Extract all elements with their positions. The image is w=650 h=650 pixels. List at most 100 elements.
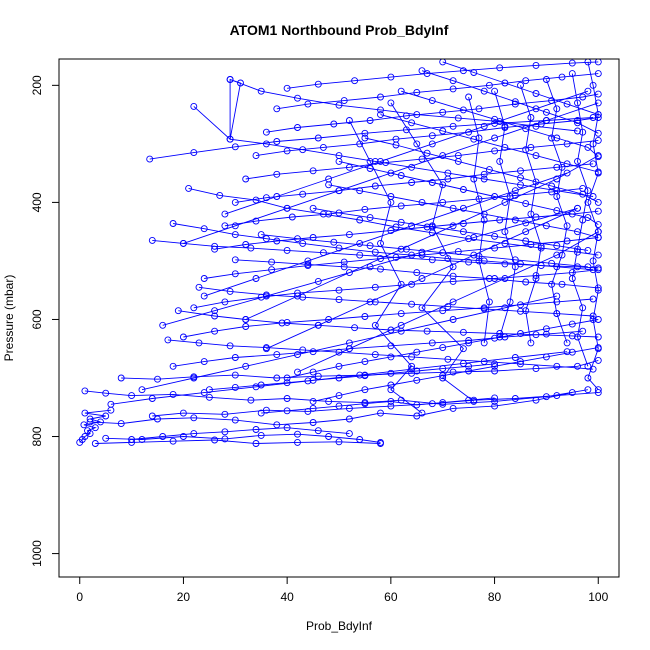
data-point xyxy=(517,330,524,337)
series-line xyxy=(266,207,578,350)
data-point xyxy=(449,272,457,280)
data-point xyxy=(553,292,561,300)
data-point xyxy=(589,365,597,373)
data-point xyxy=(351,324,359,332)
data-point xyxy=(568,348,576,356)
series-profile xyxy=(221,87,592,218)
data-point xyxy=(283,318,291,326)
data-point xyxy=(273,170,281,178)
data-point xyxy=(211,436,219,444)
data-point xyxy=(480,87,488,95)
data-point xyxy=(501,122,509,130)
data-point xyxy=(377,255,384,263)
data-point xyxy=(257,431,265,439)
series-line xyxy=(287,61,599,89)
data-point xyxy=(465,258,473,266)
data-point xyxy=(459,328,467,336)
data-point xyxy=(449,263,457,271)
data-point xyxy=(325,433,333,440)
data-point xyxy=(584,246,592,254)
data-point xyxy=(439,374,447,382)
data-point xyxy=(304,257,312,265)
data-point xyxy=(553,105,561,113)
data-point xyxy=(273,351,281,359)
data-point xyxy=(252,217,260,225)
data-point xyxy=(242,323,250,330)
data-point xyxy=(102,389,110,397)
data-point xyxy=(594,90,602,98)
data-point xyxy=(102,434,110,442)
data-point xyxy=(568,320,576,328)
data-point xyxy=(408,251,416,259)
data-point xyxy=(309,167,317,175)
series-line xyxy=(348,120,423,414)
data-point xyxy=(377,157,384,165)
data-point xyxy=(413,348,421,356)
data-point xyxy=(216,191,224,199)
data-point xyxy=(584,374,592,382)
data-point xyxy=(449,277,457,285)
data-point xyxy=(496,333,504,341)
data-point xyxy=(532,275,540,282)
data-point xyxy=(299,346,307,354)
series-profile xyxy=(361,134,602,206)
data-point xyxy=(377,106,384,114)
data-point xyxy=(231,143,239,151)
data-point xyxy=(397,280,405,288)
data-point xyxy=(568,332,576,340)
data-point xyxy=(330,120,338,128)
data-point xyxy=(345,117,353,124)
data-point xyxy=(200,389,208,397)
data-point xyxy=(81,387,89,395)
data-point xyxy=(283,424,291,432)
data-point xyxy=(231,371,239,379)
data-point xyxy=(397,245,405,253)
data-point xyxy=(387,73,395,81)
data-point xyxy=(117,420,125,428)
data-point xyxy=(387,198,395,206)
data-point xyxy=(169,390,177,398)
series-line xyxy=(494,91,516,338)
data-point xyxy=(594,99,602,107)
data-point xyxy=(491,334,499,342)
data-point xyxy=(231,354,239,361)
data-point xyxy=(501,198,509,206)
data-point xyxy=(589,140,597,148)
series-profile xyxy=(309,344,602,405)
y-tick-label: 1000 xyxy=(30,540,44,567)
data-point xyxy=(589,81,597,89)
data-point xyxy=(128,392,136,400)
series-line xyxy=(209,363,495,391)
data-point xyxy=(299,146,307,154)
data-point xyxy=(247,396,255,404)
series-profile xyxy=(138,292,561,394)
data-point xyxy=(532,178,540,186)
data-point xyxy=(449,298,457,306)
data-point xyxy=(262,292,270,300)
series-profile xyxy=(262,90,602,136)
data-point xyxy=(366,157,374,165)
data-point xyxy=(491,134,499,142)
series-profile xyxy=(542,76,571,347)
data-point xyxy=(361,386,369,394)
series-profile xyxy=(91,436,384,447)
y-tick-label: 600 xyxy=(30,309,44,329)
data-point xyxy=(465,367,473,375)
data-point xyxy=(211,307,219,315)
data-point xyxy=(517,81,524,89)
data-point xyxy=(294,351,301,359)
data-point xyxy=(522,219,530,227)
data-point xyxy=(361,400,369,408)
data-point xyxy=(491,360,499,368)
data-point xyxy=(304,377,312,385)
data-point xyxy=(418,198,426,206)
data-point xyxy=(532,152,540,160)
series-profile xyxy=(397,87,602,161)
data-point xyxy=(309,204,317,212)
data-point xyxy=(231,270,239,278)
data-point xyxy=(465,235,473,243)
data-point xyxy=(185,184,193,192)
data-point xyxy=(345,430,353,438)
data-point xyxy=(413,140,421,148)
